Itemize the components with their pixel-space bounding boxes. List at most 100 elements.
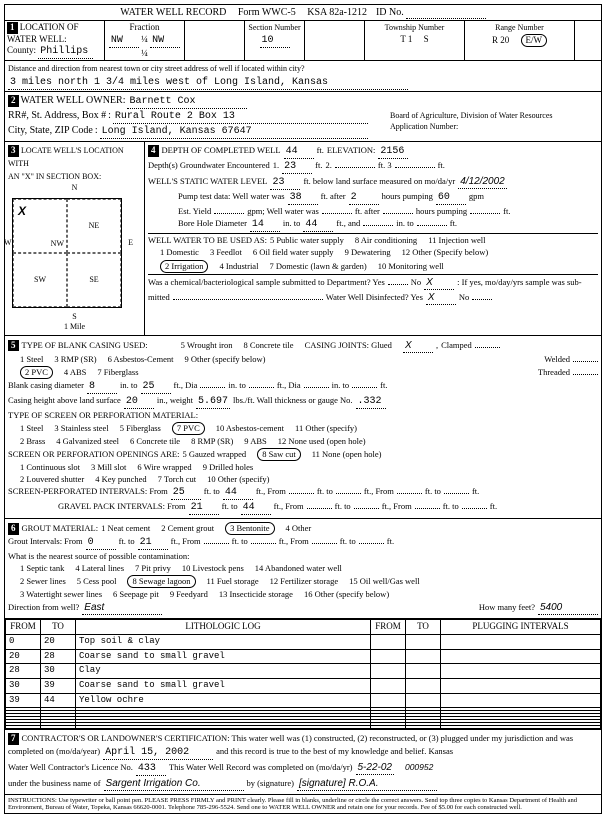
plug-to[interactable] <box>406 649 441 664</box>
u4[interactable]: 4 Industrial <box>219 261 258 272</box>
est-yield[interactable] <box>214 213 244 214</box>
plug-from[interactable] <box>371 634 406 649</box>
sp-t3[interactable] <box>444 493 469 494</box>
gp-t3[interactable] <box>462 508 487 509</box>
d2-value[interactable] <box>335 167 375 168</box>
plug-desc[interactable] <box>441 726 601 729</box>
c6[interactable]: 6 Asbestos-Cement <box>108 354 174 365</box>
c9[interactable]: 9 Other (specify below) <box>184 354 265 365</box>
o3[interactable]: 3 Mill slot <box>91 462 126 473</box>
o11[interactable]: 11 None (open hole) <box>312 449 382 460</box>
g1[interactable]: 1 Neat cement <box>101 523 150 534</box>
township-dir[interactable]: S <box>424 34 429 44</box>
plug-from[interactable] <box>371 678 406 693</box>
township[interactable]: T 1 <box>400 34 412 44</box>
s7-circled[interactable]: 7 PVC <box>172 422 205 435</box>
gi-t3[interactable] <box>359 543 384 544</box>
log-lith[interactable]: Top soil & clay <box>76 634 371 649</box>
p9[interactable]: 9 Feedyard <box>170 589 208 600</box>
log-from[interactable]: 0 <box>6 634 41 649</box>
plug-desc[interactable] <box>441 634 601 649</box>
plug-desc[interactable] <box>441 649 601 664</box>
gi-f3[interactable] <box>312 543 337 544</box>
o2[interactable]: 2 Louvered shutter <box>20 474 84 485</box>
o6[interactable]: 6 Wire wrapped <box>137 462 191 473</box>
county-value[interactable]: Phillips <box>38 45 93 59</box>
log-to[interactable]: 28 <box>41 649 76 664</box>
cert-biz[interactable]: Sargent Irrigation Co. <box>104 777 244 791</box>
p5[interactable]: 5 Cess pool <box>77 576 117 587</box>
log-to[interactable]: 30 <box>41 664 76 679</box>
gp-t2[interactable] <box>354 508 379 509</box>
d3-value[interactable] <box>395 167 435 168</box>
log-from[interactable]: 39 <box>6 693 41 708</box>
c3[interactable]: 3 RMP (SR) <box>54 354 96 365</box>
o7[interactable]: 7 Torch cut <box>158 474 196 485</box>
weight-value[interactable]: 5.697 <box>196 395 230 409</box>
plug-to[interactable] <box>406 726 441 729</box>
est-hrs[interactable] <box>383 213 413 214</box>
range-dir[interactable]: E/W <box>521 34 548 48</box>
bore1[interactable]: 14 <box>250 218 280 232</box>
static-value[interactable]: 23 <box>270 176 300 190</box>
c4[interactable]: 4 ABS <box>64 367 86 378</box>
id-value[interactable] <box>406 18 486 19</box>
hrs-value[interactable]: 2 <box>349 191 379 205</box>
plug-from[interactable] <box>371 664 406 679</box>
o8-circled[interactable]: 8 Saw cut <box>257 448 301 461</box>
elevation[interactable]: 2156 <box>378 145 408 159</box>
s8[interactable]: 8 RMP (SR) <box>191 436 233 447</box>
sp-t2[interactable] <box>336 493 361 494</box>
s10[interactable]: 10 Asbestos-cement <box>216 423 284 434</box>
gp-to[interactable]: 44 <box>241 501 271 515</box>
u10[interactable]: 10 Monitoring well <box>378 261 444 272</box>
cert-date[interactable]: April 15, 2002 <box>103 746 213 760</box>
o9[interactable]: 9 Drilled holes <box>203 462 254 473</box>
c2-circled[interactable]: 2 PVC <box>20 366 53 379</box>
u1[interactable]: 1 Domestic <box>160 247 199 258</box>
welded[interactable] <box>573 361 598 362</box>
u8[interactable]: 8 Air conditioning <box>355 235 417 246</box>
dir-value[interactable]: East <box>82 601 162 615</box>
p10[interactable]: 10 Livestock pens <box>182 563 244 574</box>
s1[interactable]: 1 Steel <box>20 423 43 434</box>
u12[interactable]: 12 Other (Specify below) <box>402 247 489 258</box>
u7[interactable]: 7 Domestic (lawn & garden) <box>269 261 366 272</box>
s3[interactable]: 3 Stainless steel <box>54 423 108 434</box>
plug-desc[interactable] <box>441 664 601 679</box>
p4[interactable]: 4 Lateral lines <box>75 563 124 574</box>
s11[interactable]: 11 Other (specify) <box>295 423 357 434</box>
gp-from[interactable]: 21 <box>189 501 219 515</box>
feet-value[interactable]: 5400 <box>538 601 598 615</box>
p15[interactable]: 15 Oil well/Gas well <box>349 576 420 587</box>
est-water[interactable] <box>322 213 352 214</box>
g4[interactable]: 4 Other <box>286 523 312 534</box>
bore4[interactable] <box>417 225 447 226</box>
p8-circled[interactable]: 8 Sewage lagoon <box>127 575 195 588</box>
gi-f2[interactable] <box>204 543 229 544</box>
plug-to[interactable] <box>406 664 441 679</box>
cert-sig[interactable]: [signature] R.O.A. <box>297 777 437 791</box>
sample-date[interactable] <box>173 299 323 300</box>
u2-circled[interactable]: 2 Irrigation <box>160 260 208 273</box>
g3-circled[interactable]: 3 Bentonite <box>225 522 274 535</box>
d1-value[interactable]: 23 <box>282 160 312 174</box>
chem-no-value[interactable]: X <box>424 276 454 290</box>
log-lith[interactable]: Yellow ochre <box>76 693 371 708</box>
o1[interactable]: 1 Continuous slot <box>20 462 80 473</box>
frac1[interactable]: NW <box>109 34 139 48</box>
log-lith[interactable]: Clay <box>76 664 371 679</box>
p14[interactable]: 14 Abandoned water well <box>255 563 342 574</box>
sp-to[interactable]: 44 <box>223 486 253 500</box>
gi-to[interactable]: 21 <box>138 536 168 550</box>
height-value[interactable]: 20 <box>124 395 154 409</box>
p16[interactable]: 16 Other (specify below) <box>304 589 389 600</box>
clamped[interactable] <box>475 347 500 348</box>
bd3[interactable] <box>200 387 225 388</box>
p12[interactable]: 12 Fertilizer storage <box>270 576 338 587</box>
disinf-yes[interactable]: X <box>426 291 456 305</box>
p6[interactable]: 6 Seepage pit <box>113 589 159 600</box>
log-from[interactable]: 30 <box>6 678 41 693</box>
section-box-diagram[interactable]: NW X NE SW SE <box>12 198 122 308</box>
addr-value[interactable]: Rural Route 2 Box 13 <box>113 110 368 124</box>
